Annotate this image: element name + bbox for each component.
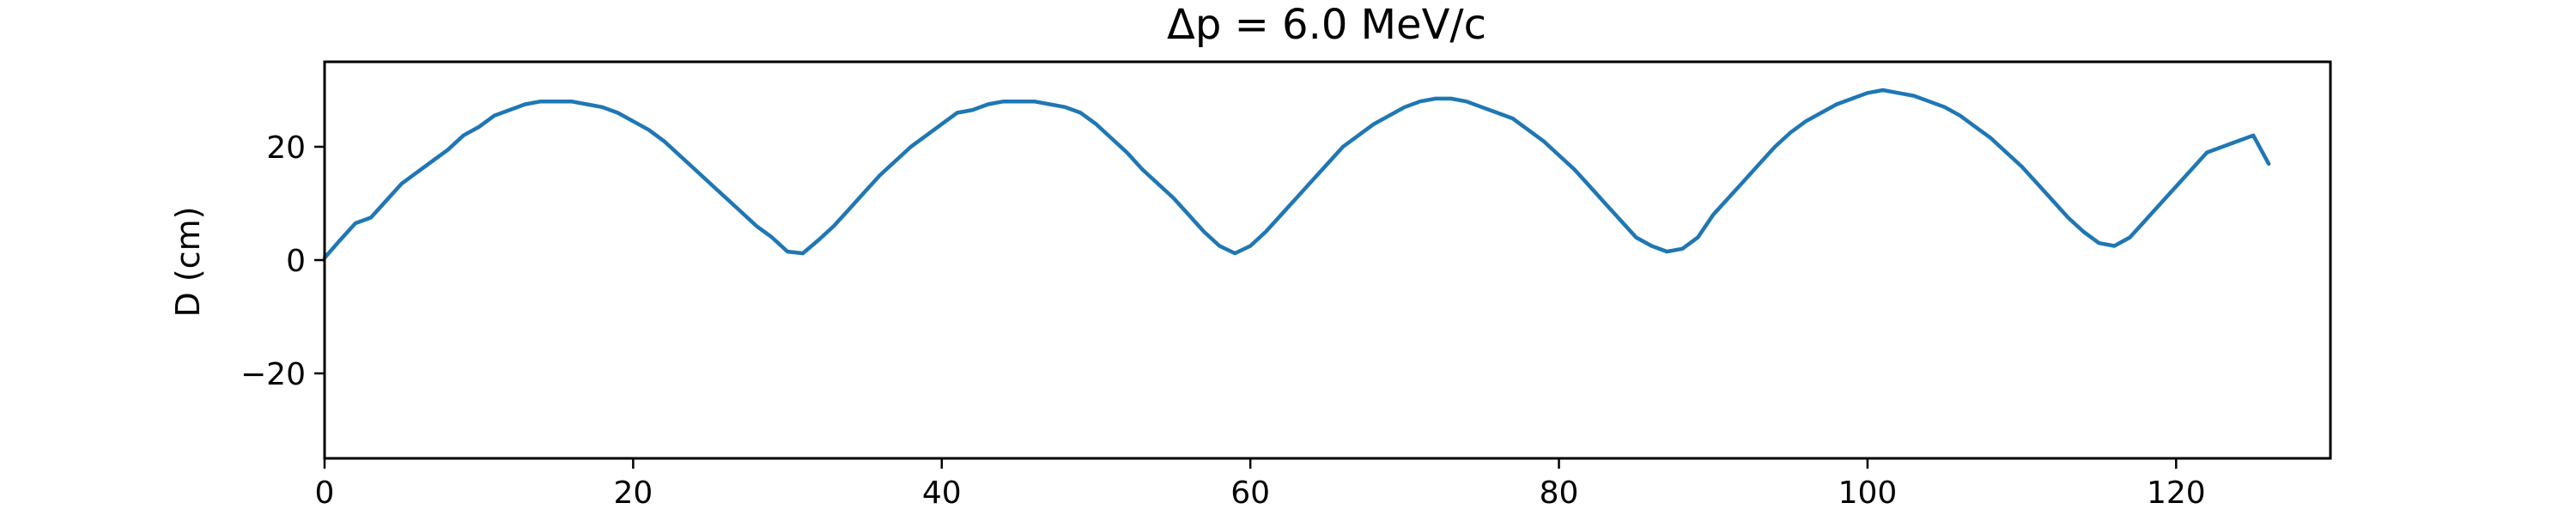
x-tick-label: 80	[1540, 476, 1579, 511]
axis-ticks: 0 20 40 60 80 100 120 −20 0 20	[240, 130, 2206, 511]
y-tick-label: −20	[240, 357, 306, 392]
x-tick-label: 40	[922, 476, 962, 511]
x-tick-label: 60	[1230, 476, 1270, 511]
x-tick-label: 0	[315, 476, 335, 511]
x-tick-label: 100	[1838, 476, 1898, 511]
y-axis-label: D (cm)	[169, 207, 207, 318]
x-tick-label: 20	[613, 476, 653, 511]
plot-area-frame	[323, 60, 2332, 460]
y-tick-label: 20	[266, 130, 306, 166]
chart-title: Δp = 6.0 MeV/c	[1167, 1, 1486, 49]
series-line	[322, 88, 2271, 260]
y-tick-label: 0	[286, 244, 306, 279]
x-tick-label: 120	[2147, 476, 2206, 511]
